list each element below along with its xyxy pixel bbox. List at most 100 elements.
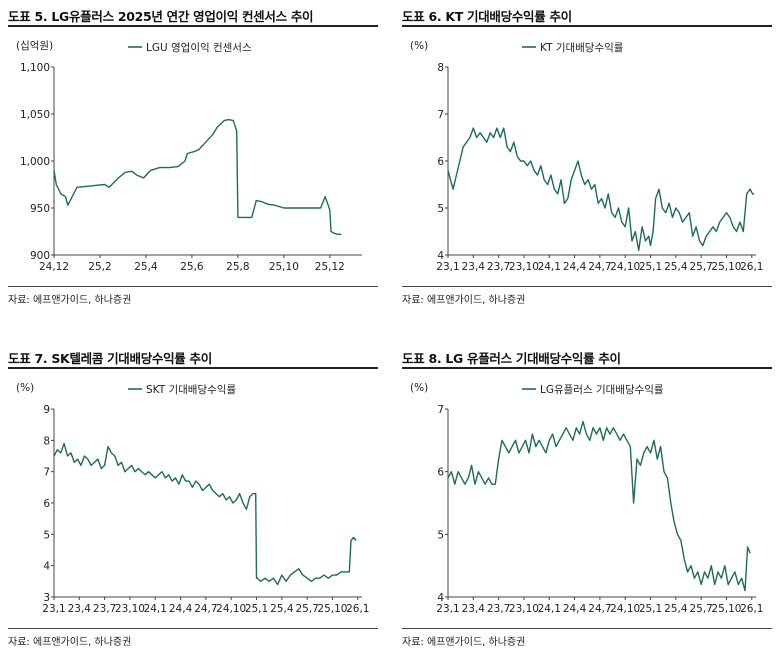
source-rule <box>402 286 772 287</box>
x-tick-label: 25,2 <box>88 261 111 273</box>
y-unit-label: (십억원) <box>16 40 53 52</box>
x-tick-label: 24,4 <box>563 603 587 615</box>
x-tick-label: 24,4 <box>169 603 193 615</box>
title-rule <box>8 367 378 369</box>
x-tick-label: 25,7 <box>295 603 318 615</box>
y-tick-label: 6 <box>437 467 444 479</box>
x-tick-label: 23,4 <box>462 603 486 615</box>
x-tick-label: 23,7 <box>93 603 116 615</box>
chart-panel-7: 도표 7. SK텔레콤 기대배당수익률 추이 (%) SKT 기대배당수익률 9 8 7… <box>8 347 378 652</box>
y-unit-label: (%) <box>410 382 428 394</box>
series-line <box>447 420 751 592</box>
x-tick-label: 25,4 <box>270 603 294 615</box>
x-tick-label: 25,7 <box>689 261 712 273</box>
y-unit-label: (%) <box>16 382 34 394</box>
y-tick-label: 9 <box>43 404 50 416</box>
x-tick-label: 23,1 <box>436 603 459 615</box>
x-tick-label: 25,1 <box>639 261 662 273</box>
x-tick-label: 25,6 <box>180 261 204 273</box>
x-tick-label: 24,7 <box>588 261 611 273</box>
x-tick-label: 25,4 <box>134 261 158 273</box>
x-tick-label: 23,1 <box>42 603 65 615</box>
chart-title: 도표 7. SK텔레콤 기대배당수익률 추이 <box>8 351 212 366</box>
y-tick-label: 5 <box>437 529 444 541</box>
y-tick-label: 7 <box>43 467 50 479</box>
series-line <box>447 127 755 252</box>
x-tick-label: 25,10 <box>711 261 741 273</box>
source-note: 자료: 에프앤가이드, 하나증권 <box>8 637 132 648</box>
chart-panel-8: 도표 8. LG 유플러스 기대배당수익률 추이 (%) LG유플러스 기대배당수… <box>402 347 772 652</box>
chart-title: 도표 5. LG유플러스 2025년 연간 영업이익 컨센서스 추이 <box>8 9 314 24</box>
x-tick-label: 23,7 <box>487 603 510 615</box>
x-tick-label: 24,1 <box>538 261 561 273</box>
x-tick-label: 25,1 <box>639 603 662 615</box>
y-tick-label: 900 <box>30 250 50 262</box>
y-tick-label: 5 <box>437 203 444 215</box>
y-tick-label: 6 <box>43 498 50 510</box>
x-tick-label: 23,10 <box>509 603 539 615</box>
x-tick-label: 24,10 <box>216 603 246 615</box>
x-tick-label: 25,10 <box>269 261 299 273</box>
y-tick-label: 1,100 <box>20 62 50 74</box>
x-tick-label: 23,4 <box>462 261 486 273</box>
y-tick-label: 3 <box>43 592 50 604</box>
x-tick-label: 25,1 <box>245 603 268 615</box>
x-tick-label: 24,10 <box>610 603 640 615</box>
x-tick-label: 24,7 <box>194 603 217 615</box>
source-rule <box>8 628 378 629</box>
x-tick-label: 25,7 <box>689 603 712 615</box>
title-rule <box>402 367 772 369</box>
y-tick-label: 8 <box>43 435 50 447</box>
y-tick-label: 4 <box>437 592 444 604</box>
x-tick-label: 23,7 <box>487 261 510 273</box>
legend-label: SKT 기대배당수익률 <box>146 384 236 396</box>
y-tick-label: 6 <box>437 156 444 168</box>
y-tick-label: 4 <box>43 561 50 573</box>
source-note: 자료: 에프앤가이드, 하나증권 <box>402 637 526 648</box>
x-tick-label: 24,1 <box>144 603 167 615</box>
x-tick-label: 26,1 <box>740 603 763 615</box>
line-chart: (십억원) LGU 영업이익 컨센서스1,1001,0501,0009509002… <box>16 40 362 273</box>
x-tick-label: 24,12 <box>39 261 69 273</box>
source-rule <box>402 628 772 629</box>
x-tick-label: 25,4 <box>664 261 688 273</box>
x-tick-label: 26,1 <box>346 603 369 615</box>
legend-label: KT 기대배당수익률 <box>540 42 624 54</box>
title-rule <box>8 25 378 27</box>
y-tick-label: 4 <box>437 250 444 262</box>
chart-title: 도표 8. LG 유플러스 기대배당수익률 추이 <box>402 351 621 366</box>
x-tick-label: 24,10 <box>610 261 640 273</box>
y-tick-label: 1,050 <box>20 109 50 121</box>
series-line <box>53 118 342 236</box>
y-tick-label: 950 <box>30 203 50 215</box>
x-tick-label: 23,1 <box>436 261 459 273</box>
x-tick-label: 25,10 <box>317 603 347 615</box>
series-line <box>53 442 357 586</box>
x-tick-label: 24,7 <box>588 603 611 615</box>
y-unit-label: (%) <box>410 40 428 52</box>
title-rule <box>402 25 772 27</box>
source-note: 자료: 에프앤가이드, 하나증권 <box>402 295 526 306</box>
legend-label: LGU 영업이익 컨센서스 <box>146 41 252 54</box>
x-tick-label: 25,4 <box>664 603 688 615</box>
source-rule <box>8 286 378 287</box>
y-tick-label: 1,000 <box>20 156 50 168</box>
y-tick-label: 7 <box>437 109 444 121</box>
x-tick-label: 24,4 <box>563 261 587 273</box>
legend-label: LG유플러스 기대배당수익률 <box>540 384 664 396</box>
x-tick-label: 25,8 <box>226 261 249 273</box>
source-note: 자료: 에프앤가이드, 하나증권 <box>8 295 132 306</box>
y-tick-label: 7 <box>437 404 444 416</box>
chart-panel-6: 도표 6. KT 기대배당수익률 추이 (%) KT 기대배당수익률 8 7 6 5 4 23… <box>402 5 772 310</box>
chart-title: 도표 6. KT 기대배당수익률 추이 <box>402 9 572 24</box>
y-tick-label: 5 <box>43 529 50 541</box>
x-tick-label: 25,10 <box>711 603 741 615</box>
x-tick-label: 23,10 <box>509 261 539 273</box>
chart-panel-5: 도표 5. LG유플러스 2025년 연간 영업이익 컨센서스 추이 (십억원)… <box>8 5 378 310</box>
y-tick-label: 8 <box>437 62 444 74</box>
x-tick-label: 25,12 <box>315 261 345 273</box>
x-tick-label: 24,1 <box>538 603 561 615</box>
